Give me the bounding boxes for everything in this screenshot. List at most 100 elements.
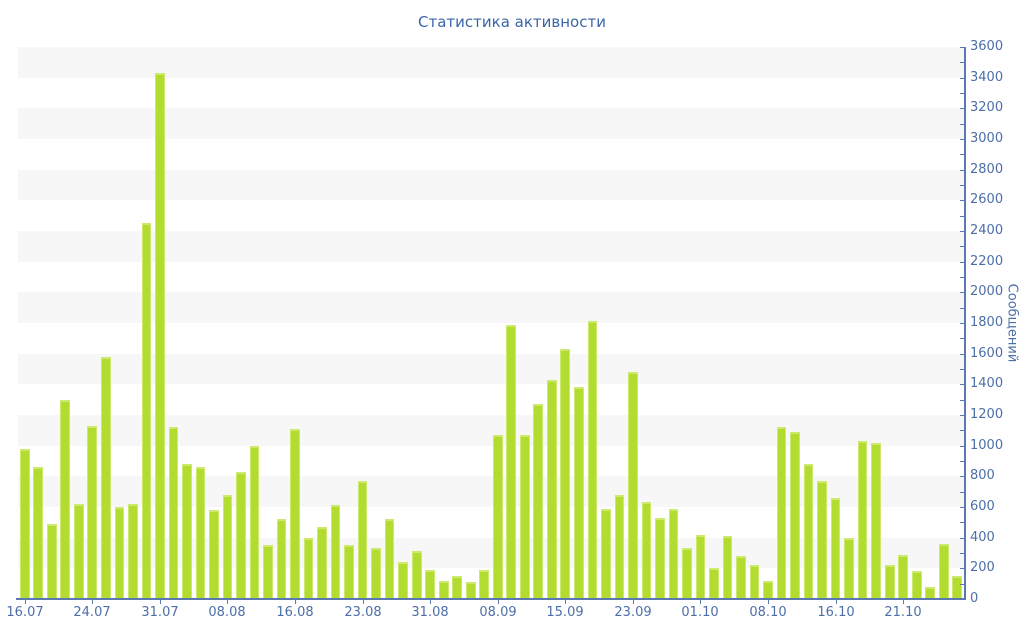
- bar: [601, 508, 611, 599]
- bar: [398, 562, 408, 599]
- y-tick-label: 800: [970, 468, 995, 483]
- y-tick-mark: [960, 369, 964, 370]
- x-tick-mark: [498, 600, 499, 604]
- x-tick-mark: [633, 600, 634, 604]
- x-tick-label: 16.07: [6, 605, 44, 620]
- y-tick-mark: [960, 476, 966, 477]
- y-axis-title: Сообщений: [1004, 283, 1020, 363]
- y-tick-label: 3600: [970, 39, 1004, 54]
- bar: [46, 523, 57, 599]
- y-tick-label: 2400: [970, 223, 1004, 238]
- y-tick-label: 2600: [970, 192, 1004, 207]
- x-tick-mark: [25, 600, 26, 604]
- y-tick-mark: [960, 62, 964, 63]
- x-tick-mark: [227, 600, 228, 604]
- bar: [533, 404, 544, 599]
- y-tick-label: 1000: [970, 438, 1004, 453]
- y-tick-mark: [960, 492, 964, 493]
- chart-title: Статистика активности: [418, 13, 606, 31]
- bar: [911, 571, 922, 599]
- y-tick-mark: [960, 323, 966, 324]
- bar: [465, 582, 476, 599]
- x-tick-mark: [430, 600, 431, 604]
- bar: [506, 324, 517, 599]
- x-tick-label: 15.09: [546, 605, 584, 620]
- bar: [411, 551, 422, 599]
- bar: [871, 442, 881, 599]
- y-tick-mark: [960, 108, 966, 109]
- grid-band: [18, 47, 964, 78]
- bar: [938, 543, 949, 599]
- bar: [276, 519, 287, 599]
- x-tick-label: 24.07: [73, 605, 111, 620]
- x-tick-mark: [160, 600, 161, 604]
- y-tick-mark: [960, 538, 966, 539]
- y-tick-label: 2800: [970, 162, 1004, 177]
- bar: [695, 534, 706, 599]
- y-tick-mark: [960, 415, 966, 416]
- bar: [73, 503, 84, 599]
- y-tick-mark: [960, 584, 964, 585]
- bar: [168, 427, 179, 599]
- bar: [830, 497, 841, 599]
- bar: [790, 431, 800, 599]
- y-tick-label: 600: [970, 499, 995, 514]
- plot-area: [18, 47, 964, 599]
- bar: [776, 427, 787, 599]
- bar: [357, 480, 368, 599]
- bar: [317, 526, 327, 599]
- bar: [141, 223, 152, 599]
- bar: [209, 510, 219, 599]
- x-tick-mark: [565, 600, 566, 604]
- bar: [128, 503, 138, 599]
- bar: [33, 467, 44, 599]
- bar: [614, 494, 625, 599]
- grid-band: [18, 231, 964, 262]
- y-tick-mark: [960, 384, 966, 385]
- y-tick-mark: [960, 216, 964, 217]
- y-tick-mark: [960, 78, 966, 79]
- y-tick-mark: [960, 599, 966, 600]
- x-tick-mark: [836, 600, 837, 604]
- bar: [587, 321, 598, 599]
- y-tick-mark: [960, 292, 966, 293]
- x-tick-mark: [768, 600, 769, 604]
- bar: [898, 554, 909, 599]
- bar: [479, 569, 490, 599]
- bar: [722, 536, 733, 599]
- y-tick-mark: [960, 446, 966, 447]
- bar: [155, 73, 165, 599]
- y-tick-mark: [960, 262, 966, 263]
- y-tick-label: 3000: [970, 131, 1004, 146]
- bar: [60, 399, 71, 599]
- grid-band: [18, 292, 964, 323]
- y-tick-mark: [960, 553, 964, 554]
- x-tick-label: 08.10: [749, 605, 787, 620]
- y-tick-label: 3200: [970, 100, 1004, 115]
- y-tick-mark: [960, 568, 966, 569]
- x-tick-mark: [92, 600, 93, 604]
- y-tick-mark: [960, 430, 964, 431]
- bar: [884, 565, 895, 599]
- x-tick-mark: [903, 600, 904, 604]
- y-tick-mark: [960, 139, 966, 140]
- bar: [952, 576, 963, 599]
- bar: [668, 508, 679, 599]
- y-tick-mark: [960, 93, 964, 94]
- bar: [19, 448, 30, 599]
- y-tick-mark: [960, 124, 964, 125]
- bar: [100, 356, 111, 599]
- bar: [425, 569, 436, 599]
- y-tick-mark: [960, 231, 966, 232]
- bar: [519, 434, 530, 599]
- x-tick-mark: [363, 600, 364, 604]
- x-tick-label: 31.08: [411, 605, 449, 620]
- grid-band: [18, 108, 964, 139]
- bar: [195, 467, 206, 599]
- y-tick-mark: [960, 154, 964, 155]
- y-tick-mark: [960, 47, 966, 48]
- y-tick-mark: [960, 308, 964, 309]
- x-tick-label: 08.08: [208, 605, 246, 620]
- bar: [628, 372, 638, 599]
